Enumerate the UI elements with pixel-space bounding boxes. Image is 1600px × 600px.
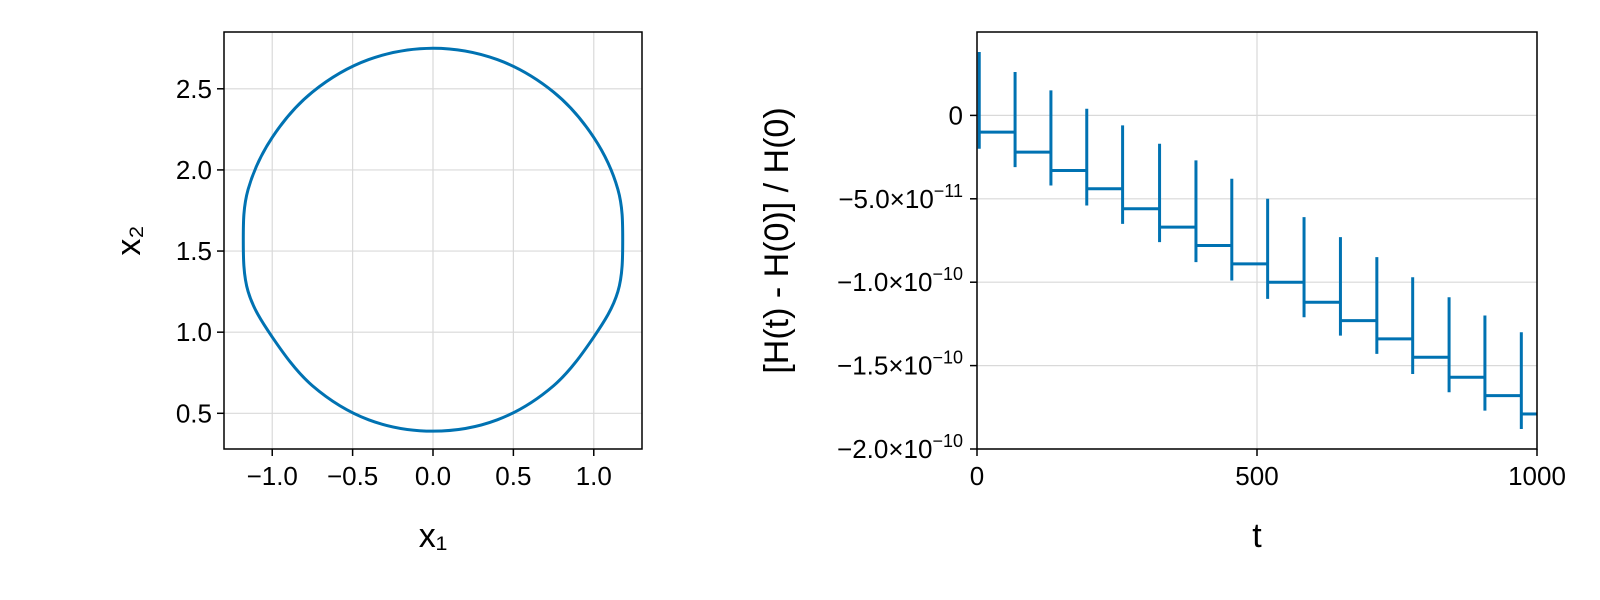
- y-tick-label: −1.5×10−10: [837, 348, 963, 381]
- x-tick-label: 0.0: [415, 461, 451, 491]
- x-axis-label: x₁: [419, 517, 447, 555]
- x-axis-ticks: −1.0 −0.5 0.0 0.5 1.0: [247, 449, 612, 491]
- y-tick-mantissa: −1.5×10: [837, 351, 932, 381]
- y-tick-label: 2.5: [176, 74, 212, 104]
- x-tick-label: 1000: [1508, 461, 1566, 491]
- x-tick-label: −1.0: [247, 461, 298, 491]
- x-tick-label: 500: [1235, 461, 1278, 491]
- y-axis-ticks: 0.5 1.0 1.5 2.0 2.5: [176, 74, 224, 428]
- x-tick-label: −0.5: [327, 461, 378, 491]
- phase-portrait-plot: −1.0 −0.5 0.0 0.5 1.0 0.5 1.0 1.5 2.0 2.5 x₁ x₂: [110, 31, 643, 555]
- x-axis-label: t: [1252, 517, 1262, 555]
- y-tick-mantissa: −5.0×10: [838, 184, 933, 214]
- y-tick-label: 0.5: [176, 398, 212, 428]
- y-tick-label: 1.0: [176, 317, 212, 347]
- y-tick-mantissa: −1.0×10: [837, 267, 932, 297]
- y-tick-label: 0: [949, 100, 963, 130]
- x-tick-label: 1.0: [576, 461, 612, 491]
- y-tick-label: −2.0×10−10: [837, 431, 963, 464]
- y-tick-label: −5.0×10−11: [838, 181, 963, 214]
- y-axis-label: [H(t) - H(0)] / H(0): [758, 107, 796, 373]
- y-axis-ticks: 0−5.0×10−11−1.0×10−10−1.5×10−10−2.0×10−1…: [837, 100, 977, 464]
- y-tick-exponent: −10: [932, 431, 963, 451]
- x-tick-label: 0: [970, 461, 984, 491]
- energy-error-series: [977, 52, 1537, 429]
- y-tick-exponent: −10: [932, 264, 963, 284]
- grid-lines: [976, 32, 1538, 450]
- y-tick-label: 1.5: [176, 236, 212, 266]
- y-tick-mantissa: 0: [949, 100, 963, 130]
- x-tick-label: 0.5: [495, 461, 531, 491]
- phase-curve: [241, 46, 625, 433]
- x-axis-ticks: 0 500 1000: [970, 449, 1566, 491]
- y-axis-label: x₂: [110, 225, 148, 255]
- y-tick-exponent: −10: [932, 348, 963, 368]
- y-tick-mantissa: −2.0×10: [837, 434, 932, 464]
- y-tick-label: −1.0×10−10: [837, 264, 963, 297]
- y-tick-exponent: −11: [934, 181, 963, 201]
- y-tick-label: 2.0: [176, 155, 212, 185]
- energy-error-plot: 0 500 1000 0−5.0×10−11−1.0×10−10−1.5×10−10…: [758, 31, 1566, 555]
- grid-lines: [224, 32, 642, 449]
